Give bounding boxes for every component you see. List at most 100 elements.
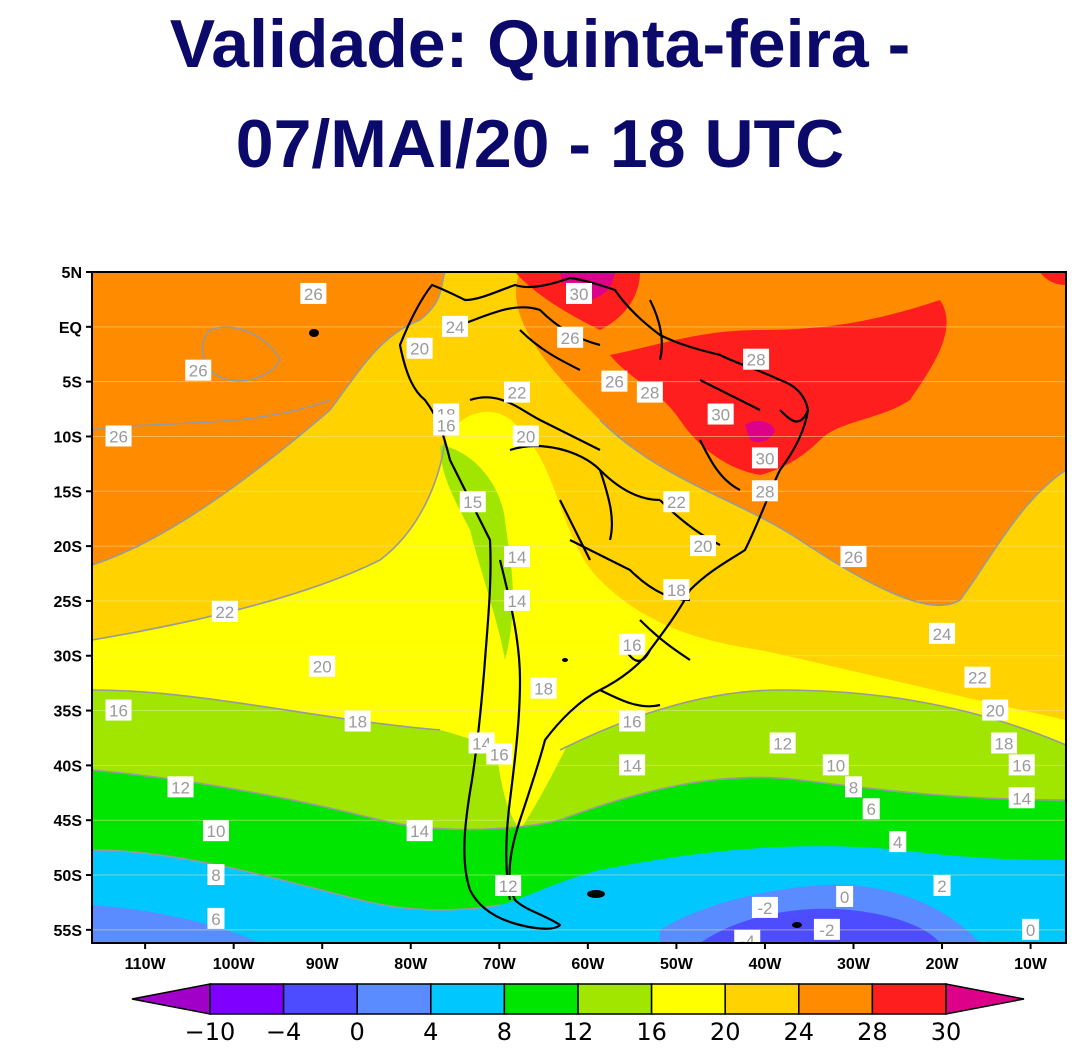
contour-label: 24: [446, 318, 465, 337]
contour-label-box: [862, 798, 880, 820]
colorbar-label: 8: [497, 1018, 512, 1046]
contour-label-box: [459, 491, 486, 513]
contour-label: 28: [747, 351, 766, 370]
contour-label: 26: [109, 427, 128, 446]
colorbar-label: 20: [710, 1018, 741, 1046]
contour-label: 16: [623, 636, 642, 655]
contour-label: 6: [211, 910, 220, 929]
colorbar-segment: [871, 983, 947, 1015]
contour-label: 18: [995, 734, 1014, 753]
contour-label: 14: [1012, 789, 1031, 808]
lon-label: 70W: [483, 956, 517, 973]
colorbar-label: 0: [350, 1018, 365, 1046]
contour-label-box: [433, 414, 460, 436]
contour-label-box: [813, 918, 840, 940]
contour-label-box: [707, 403, 734, 425]
contour-label: 6: [866, 800, 875, 819]
lon-label: 100W: [213, 956, 256, 973]
contour-label-box: [105, 425, 132, 447]
contour-label: 10: [207, 822, 226, 841]
contour-label: 16: [437, 416, 456, 435]
contour-label: 22: [968, 669, 987, 688]
contour-label: 2: [937, 877, 946, 896]
colorbar-segment: [650, 983, 726, 1015]
contour-label: 12: [499, 877, 518, 896]
contour-label: 28: [755, 482, 774, 501]
contour-label-box: [619, 633, 646, 655]
colorbar-segment: [430, 983, 506, 1015]
map-title: Validade: Quinta-feira - 07/MAI/20 - 18 …: [0, 0, 1080, 194]
contour-label-box: [406, 337, 433, 359]
lat-label: 35S: [54, 704, 83, 721]
contour-label-box: [207, 864, 225, 886]
contour-label: 14: [508, 548, 527, 567]
lat-label: 50S: [54, 868, 83, 885]
lon-label: 10W: [1014, 956, 1048, 973]
colorbar-segment: [209, 983, 285, 1015]
contour-label-box: [844, 776, 862, 798]
lon-label: 20W: [926, 956, 960, 973]
contour-label-box: [636, 381, 663, 403]
contour-label-box: [211, 600, 238, 622]
lat-label: 5N: [62, 265, 82, 282]
lat-label: EQ: [59, 320, 82, 337]
colorbar-high-end: [945, 983, 1025, 1015]
contour-label-box: [1008, 787, 1035, 809]
lon-label: 110W: [125, 956, 167, 973]
contour-label-box: [504, 381, 531, 403]
contour-label: 20: [986, 702, 1005, 721]
lat-label: 30S: [54, 649, 83, 666]
colorbar-label: −4: [266, 1018, 301, 1046]
contour-label: 30: [755, 449, 774, 468]
contour-label: 22: [215, 603, 234, 622]
colorbar-segment: [724, 983, 800, 1015]
contour-label: 16: [109, 702, 128, 721]
contour-label-box: [982, 699, 1009, 721]
contour-label: 26: [304, 285, 323, 304]
lon-label: 90W: [306, 956, 340, 973]
title-line-2: 07/MAI/20 - 18 UTC: [235, 106, 845, 182]
color-scale-bar: −10 −4 0 4 8 12 16 20 24 28 30: [131, 983, 1025, 1046]
colorbar-label: 16: [636, 1018, 667, 1046]
colorbar-segment: [503, 983, 579, 1015]
contour-label: 18: [534, 680, 553, 699]
lat-label: 5S: [62, 375, 82, 392]
contour-label: 18: [348, 713, 367, 732]
colorbar-segment: [577, 983, 653, 1015]
contour-label-box: [202, 820, 229, 842]
contour-label-box: [504, 589, 531, 611]
contour-label-box: [495, 874, 522, 896]
colorbar-label: −10: [185, 1018, 236, 1046]
contour-label-box: [840, 546, 867, 568]
contour-label: -2: [819, 921, 834, 940]
contour-label-box: [751, 480, 778, 502]
contour-label: 0: [840, 888, 849, 907]
contour-label-box: [601, 370, 628, 392]
contour-label-box: [185, 359, 212, 381]
contour-label: 28: [640, 384, 659, 403]
contour-label: 26: [605, 373, 624, 392]
contour-label-box: [822, 754, 849, 776]
contour-label-box: [734, 929, 761, 943]
contour-label-box: [836, 885, 854, 907]
lat-label: 25S: [54, 594, 83, 611]
contour-label: 10: [826, 756, 845, 775]
contour-label: 8: [211, 866, 220, 885]
contour-label-box: [663, 491, 690, 513]
contour-label: 12: [171, 778, 190, 797]
contour-label: 14: [410, 822, 429, 841]
contour-label-box: [406, 820, 433, 842]
contour-label-box: [309, 655, 336, 677]
contour-label: 20: [694, 537, 713, 556]
lat-label: 45S: [54, 813, 83, 830]
contour-label: 30: [711, 406, 730, 425]
lat-label: 10S: [54, 429, 83, 446]
contour-label-box: [442, 315, 469, 337]
contour-label-box: [929, 622, 956, 644]
contour-label: 20: [313, 658, 332, 677]
contour-label: -4: [740, 932, 755, 951]
contour-label-box: [512, 425, 539, 447]
contour-label: 16: [623, 713, 642, 732]
contour-label-box: [991, 732, 1018, 754]
